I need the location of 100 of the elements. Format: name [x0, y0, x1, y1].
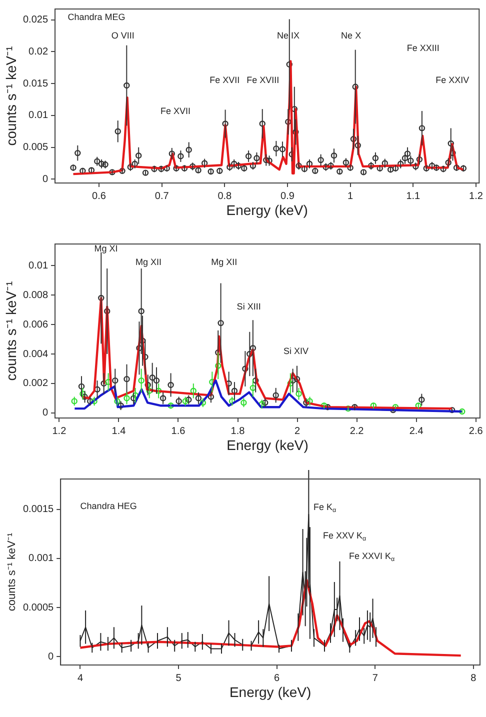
point	[459, 408, 466, 415]
point	[168, 402, 174, 409]
point	[294, 376, 300, 382]
y-tick-label: 0	[48, 651, 54, 662]
point	[200, 400, 206, 406]
annotation: Ne IX	[277, 30, 300, 40]
point	[186, 396, 192, 403]
point	[136, 345, 142, 352]
point	[176, 398, 182, 404]
y-axis-title: counts s⁻¹ keV⁻¹	[6, 532, 18, 612]
point	[252, 377, 259, 384]
y-axis-title: counts s⁻¹ keV⁻¹	[2, 46, 19, 146]
annotation: Fe XXIV	[436, 74, 470, 85]
point	[262, 400, 268, 406]
annotation: Fe XVII	[160, 106, 190, 116]
annotation: Mg XII	[136, 257, 162, 268]
point	[124, 395, 130, 402]
point	[91, 398, 98, 404]
x-tick-label: 1.2	[52, 426, 67, 437]
x-tick-label: 2.2	[350, 426, 364, 437]
x-tick-label: 1.8	[230, 426, 246, 437]
point	[272, 392, 279, 398]
annotation: Si XIV	[283, 346, 308, 356]
annotation: Mg XII	[211, 257, 238, 268]
y-tick-label: 0.025	[22, 14, 48, 26]
point	[149, 374, 156, 381]
point	[132, 392, 138, 398]
annotation: Mg XI	[94, 244, 118, 254]
x-tick-label: 6	[274, 672, 280, 684]
point	[242, 366, 248, 372]
x-tick-label: 8	[470, 672, 477, 684]
x-tick-label: 1.2	[469, 190, 484, 202]
point	[168, 382, 174, 388]
point	[104, 308, 110, 314]
point	[146, 388, 152, 394]
point	[250, 384, 256, 392]
point	[195, 395, 202, 402]
point	[246, 350, 253, 358]
y-tick-label: 0	[42, 174, 48, 185]
y-tick-label: 0.01	[28, 260, 48, 272]
x-tick-label: 0.8	[218, 190, 232, 202]
y-tick-label: 0.004	[22, 348, 48, 360]
point	[82, 394, 88, 400]
point	[287, 380, 294, 387]
y-tick-label: 0.008	[22, 290, 48, 301]
point	[112, 377, 118, 384]
point	[240, 400, 247, 406]
annotation: Fe XVII	[210, 74, 240, 85]
y-tick-label: 0.015	[22, 78, 48, 90]
y-axis-title: counts s⁻¹ keV⁻¹	[2, 280, 19, 381]
x-axis-title: Energy (keV)	[229, 684, 312, 700]
x-tick-label: 0.9	[280, 190, 295, 202]
point	[218, 320, 224, 326]
point	[320, 402, 328, 409]
point	[78, 383, 85, 390]
point	[155, 388, 162, 394]
x-tick-label: 1	[348, 190, 354, 202]
y-tick-label: 0.001	[28, 553, 54, 564]
point	[124, 376, 130, 382]
x-tick-label: 5	[176, 672, 182, 684]
y-tick-label: 0	[42, 408, 48, 419]
annotation: O VIII	[111, 30, 134, 40]
point	[130, 395, 137, 402]
y-tick-label: 0.02	[28, 46, 48, 58]
point	[138, 377, 144, 384]
x-tick-label: 1.4	[112, 426, 126, 437]
annotation: Fe XXIII	[406, 42, 440, 53]
y-tick-label: 0.01	[28, 110, 48, 122]
point	[231, 388, 238, 394]
point	[71, 398, 78, 404]
point	[144, 382, 151, 388]
point	[182, 398, 188, 404]
x-axis-title: Energy (keV)	[226, 436, 308, 453]
x-tick-label: 0.7	[154, 190, 170, 202]
point	[190, 388, 197, 394]
point	[448, 406, 456, 414]
point	[418, 396, 425, 403]
x-axis-title: Energy (keV)	[226, 202, 308, 218]
point	[100, 380, 107, 387]
point	[98, 294, 104, 302]
x-tick-label: 2.4	[409, 426, 424, 437]
annotation: Ne X	[341, 30, 362, 40]
y-tick-label: 0.006	[22, 319, 48, 330]
x-tick-label: 2.6	[468, 426, 484, 437]
point	[114, 398, 120, 404]
x-tick-label: 4	[77, 672, 84, 684]
point	[296, 390, 302, 397]
point	[138, 308, 144, 314]
y-tick-label: 0.002	[22, 378, 48, 390]
annotation: Fe XVIII	[246, 74, 280, 85]
y-tick-label: 0.005	[22, 142, 48, 154]
point	[160, 395, 166, 402]
point	[208, 394, 214, 400]
point	[250, 345, 256, 352]
x-tick-label: 2	[294, 426, 300, 437]
annotation: Chandra MEG	[68, 12, 126, 22]
annotation: Chandra HEG	[80, 501, 137, 512]
x-tick-label: 1.6	[171, 426, 186, 437]
y-tick-label: 0.0015	[22, 504, 54, 516]
x-tick-label: 7	[372, 672, 378, 684]
